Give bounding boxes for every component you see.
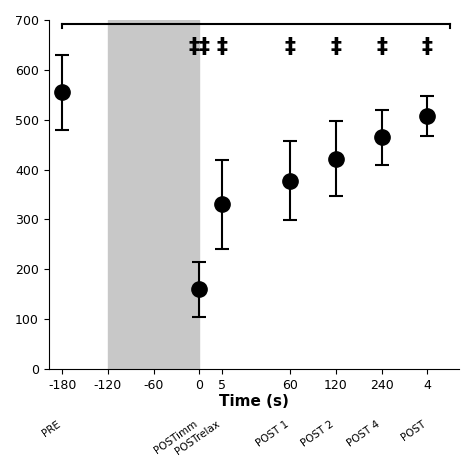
Text: PRE: PRE	[40, 419, 63, 438]
Text: ‡: ‡	[285, 37, 296, 57]
Text: POST: POST	[399, 419, 427, 443]
Text: POSTimm: POSTimm	[152, 419, 199, 456]
Text: POSTrelax: POSTrelax	[174, 419, 222, 457]
Text: POST 1: POST 1	[254, 419, 291, 448]
Text: ‡: ‡	[421, 37, 433, 57]
Text: ‡: ‡	[330, 37, 341, 57]
Text: ‡: ‡	[217, 37, 228, 57]
Text: POST 2: POST 2	[300, 419, 336, 448]
Text: ‡: ‡	[376, 37, 387, 57]
Bar	[108, 20, 199, 369]
Text: ‡‡: ‡‡	[188, 37, 210, 57]
Text: POST 4: POST 4	[345, 419, 382, 448]
X-axis label: Time (s): Time (s)	[219, 394, 289, 410]
